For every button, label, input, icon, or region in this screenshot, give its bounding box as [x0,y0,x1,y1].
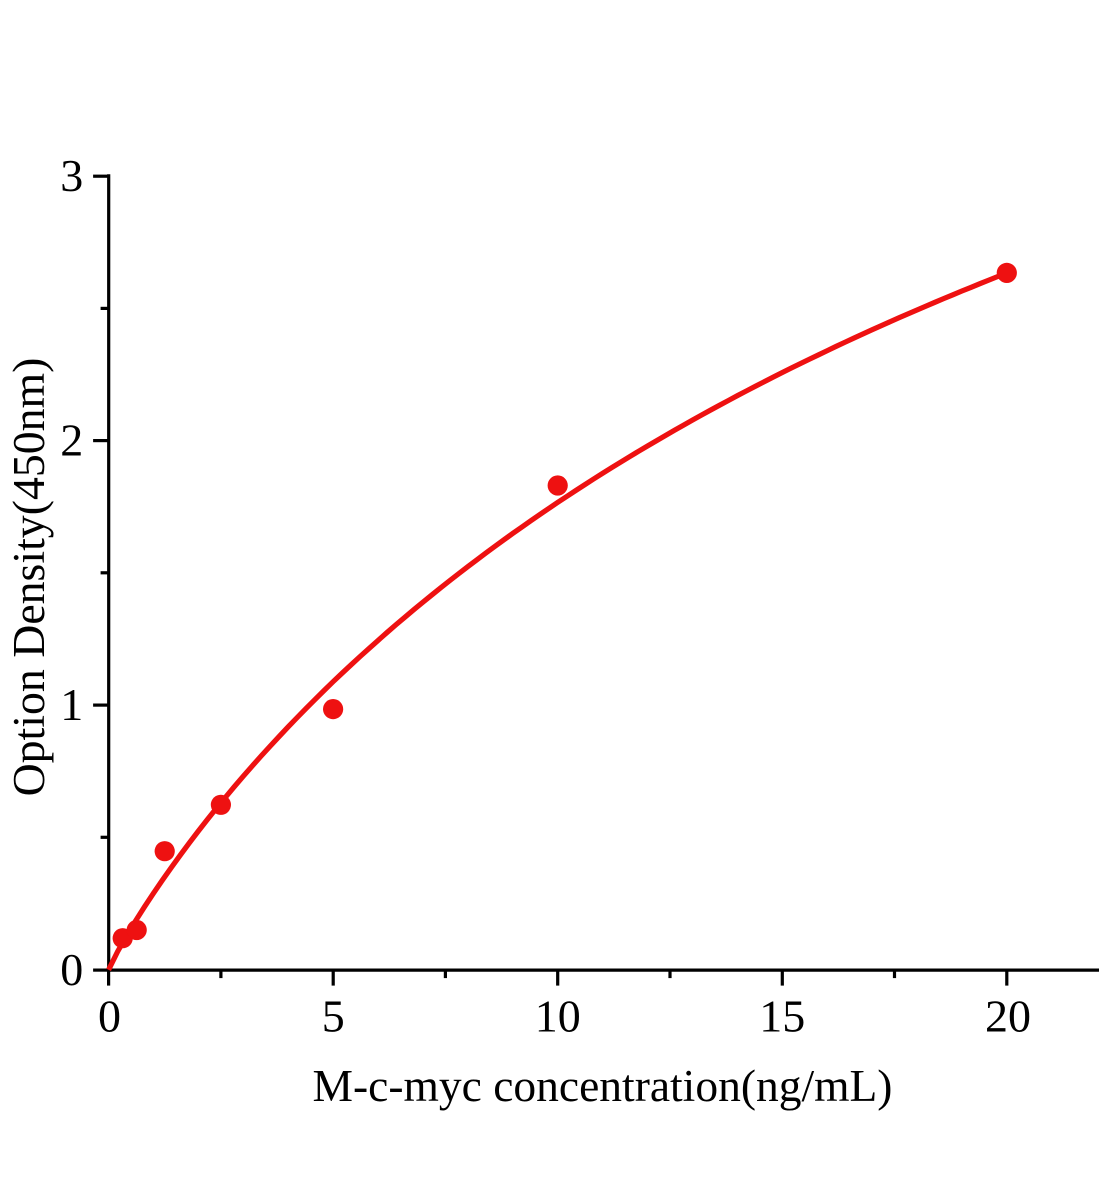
svg-text:2: 2 [60,415,83,466]
svg-text:M-c-myc concentration(ng/mL): M-c-myc concentration(ng/mL) [313,1060,893,1111]
svg-text:0: 0 [98,990,121,1041]
svg-text:15: 15 [759,990,805,1041]
svg-text:0: 0 [60,944,83,995]
svg-text:5: 5 [322,990,345,1041]
svg-text:3: 3 [60,150,83,201]
svg-text:10: 10 [535,990,581,1041]
svg-text:Option Density(450nm): Option Density(450nm) [3,358,54,797]
svg-text:1: 1 [60,679,83,730]
svg-text:20: 20 [985,990,1031,1041]
